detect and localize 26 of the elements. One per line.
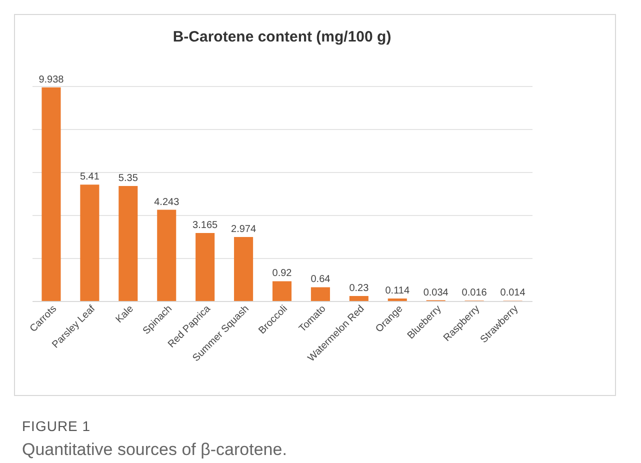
data-label: 0.034 [423,287,449,298]
data-label: 5.41 [80,172,100,183]
chart-title: B-Carotene content (mg/100 g) [172,28,392,46]
bar [157,210,176,301]
bar [310,287,330,301]
bar [118,186,138,301]
text: Quantitative sources of β-carotene. [22,440,287,460]
data-label: 0.014 [500,288,526,299]
bar [349,296,368,301]
data-label: 0.016 [462,288,488,299]
data-label: 5.35 [118,172,138,184]
data-label: 0.64 [310,274,331,286]
data-label: 4.243 [154,196,180,208]
data-label: 3.165 [192,220,218,231]
bar [272,281,292,301]
data-label: 0.23 [349,283,370,294]
data-label: 0.92 [272,268,292,280]
caption: FIGURE 1 [22,418,92,434]
x-tick-label: Kale [114,303,136,326]
data-label: 9.938 [38,74,64,86]
bar [42,87,61,301]
bar [196,232,215,301]
bar [234,237,254,301]
data-label: 0.114 [385,286,410,297]
data-label: 2.974 [231,224,256,236]
bar [80,184,100,301]
